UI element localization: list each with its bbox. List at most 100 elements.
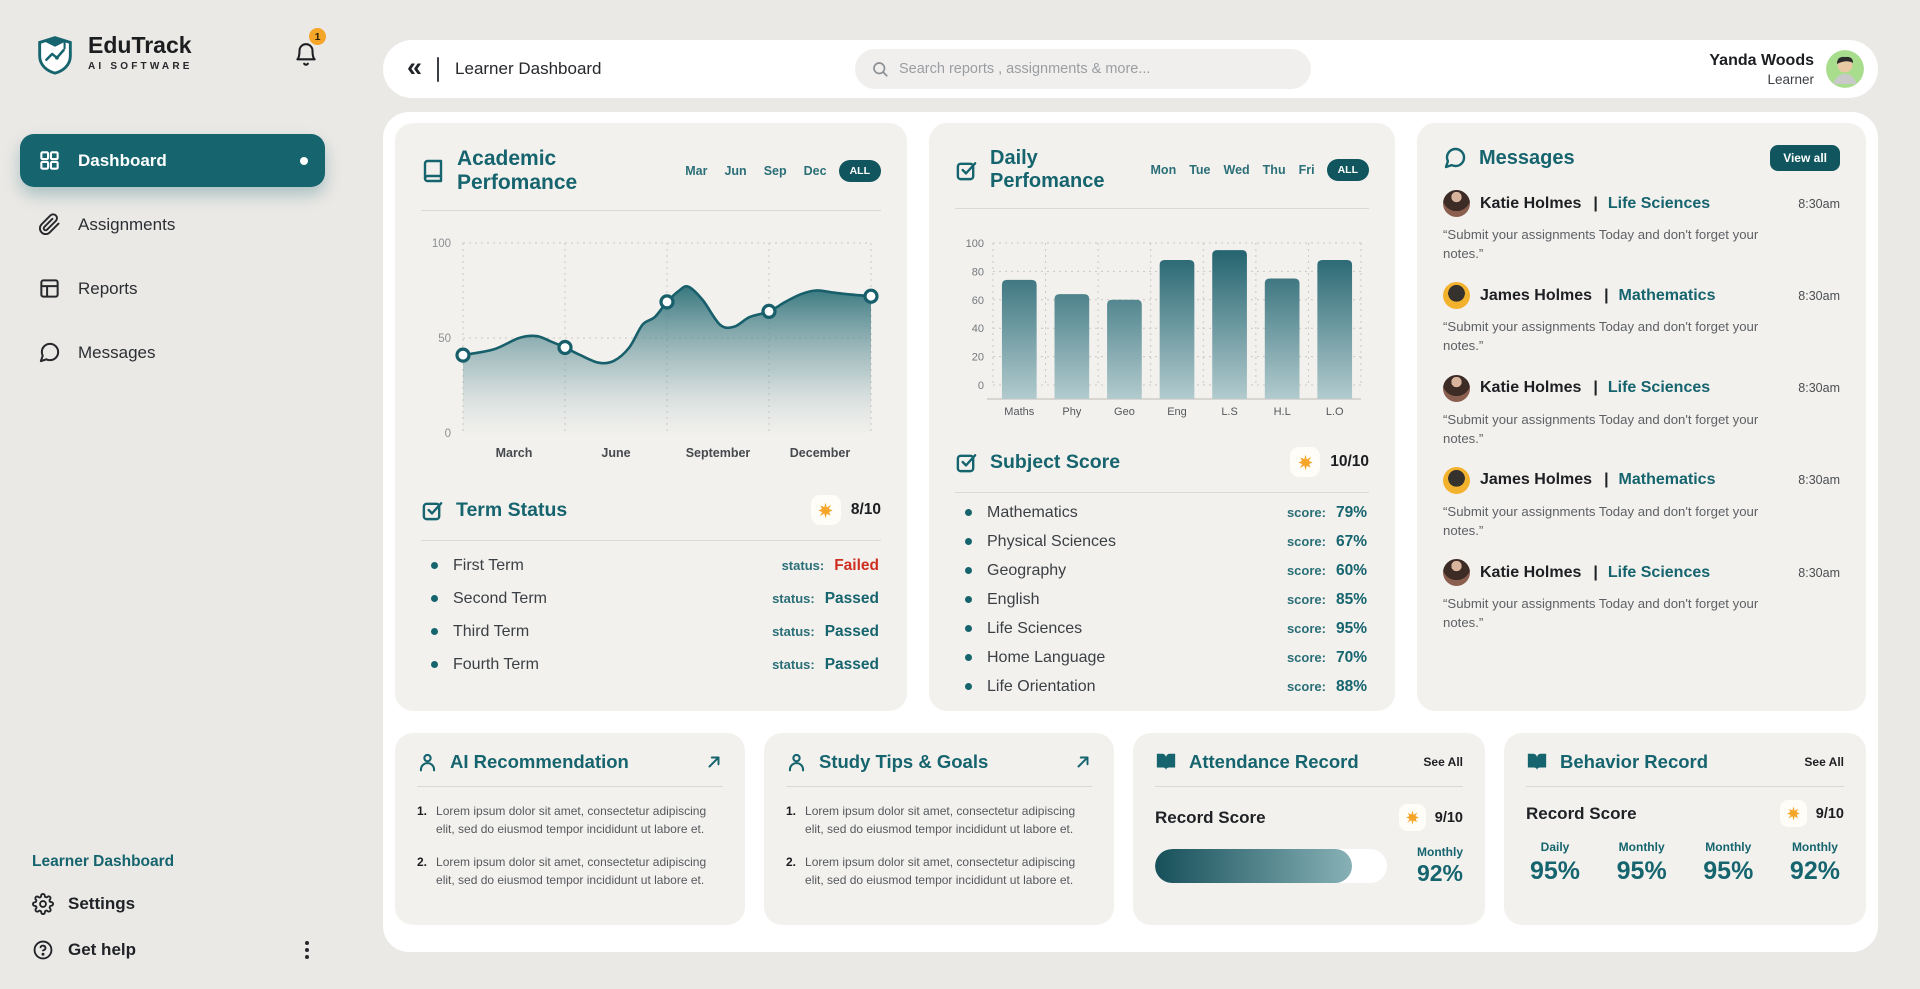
sidebar-item-label: Messages (78, 342, 156, 362)
list-item: 1. Lorem ipsum dolor sit amet, consectet… (417, 804, 707, 836)
user-avatar[interactable] (1826, 50, 1864, 88)
chat-bubble-icon (38, 341, 61, 364)
person-icon (417, 752, 438, 773)
daily-filters: Mon Tue Wed Thu Fri (1151, 163, 1315, 177)
filter-chip[interactable]: Sep (763, 164, 787, 178)
term-status-row: First Term status: Failed (421, 549, 881, 582)
sidebar-nav: Dashboard Assignments Reports (20, 134, 325, 379)
notification-badge: 1 (309, 28, 326, 45)
divider (786, 786, 1092, 787)
bullet-dot (431, 628, 438, 635)
filter-chip[interactable]: Mar (685, 164, 708, 178)
sidebar: EduTrack AI SOFTWARE 1 Dashboard (0, 0, 345, 989)
settings-button[interactable]: Settings (32, 893, 313, 915)
search-icon (871, 60, 889, 78)
message-item[interactable]: Katie Holmes | Life Sciences 8:30am “Sub… (1443, 190, 1840, 263)
messages-card: Messages View all Katie Holmes | Life Sc… (1417, 123, 1866, 711)
bullet-dot (965, 538, 972, 545)
attendance-stat-value: 92% (1416, 860, 1463, 886)
sidebar-item-reports[interactable]: Reports (20, 262, 325, 315)
message-item[interactable]: James Holmes | Mathematics 8:30am “Submi… (1443, 282, 1840, 355)
behavior-score: 9/10 (1815, 805, 1844, 822)
paperclip-icon (38, 213, 61, 236)
view-all-button[interactable]: View all (1770, 145, 1840, 171)
messages-title: Messages (1479, 146, 1575, 169)
attendance-progress-fill (1155, 849, 1353, 883)
filter-chip[interactable]: Jun (724, 164, 747, 178)
behavior-stat: Monthly 95% (1616, 840, 1667, 885)
see-all-button[interactable]: See All (1423, 755, 1463, 769)
study-tips-list: 1. Lorem ipsum dolor sit amet, consectet… (786, 802, 1092, 889)
kebab-menu-icon[interactable] (301, 937, 313, 963)
subject-score-row: Life Orientation score: 88% (955, 672, 1369, 701)
academic-title: Academic Perfomance (457, 147, 578, 194)
daily-bar-chart: 0 20 40 60 80 100 Maths Phy Geo Eng L.S H.L L.O (955, 217, 1369, 429)
sidebar-item-label: Assignments (78, 214, 176, 234)
list-item: 2. Lorem ipsum dolor sit amet, consectet… (417, 855, 707, 887)
message-item[interactable]: James Holmes | Mathematics 8:30am “Submi… (1443, 466, 1840, 540)
ai-recommendation-title: AI Recommendation (450, 751, 629, 772)
divider (1155, 786, 1463, 787)
shield-logo-icon (32, 30, 78, 76)
sidebar-item-assignments[interactable]: Assignments (20, 198, 325, 251)
subject-score-row: Physical Sciences score: 67% (955, 527, 1369, 556)
svg-text:0: 0 (978, 380, 984, 392)
checkbox-icon (955, 451, 978, 474)
svg-text:Phy: Phy (1062, 406, 1081, 418)
page-title: Learner Dashboard (455, 59, 602, 78)
open-book-icon (1526, 751, 1548, 773)
get-help-button[interactable]: Get help (32, 939, 136, 961)
message-item[interactable]: Katie Holmes | Life Sciences 8:30am “Sub… (1443, 374, 1840, 448)
svg-text:L.S: L.S (1221, 406, 1238, 418)
filter-chip[interactable]: Wed (1223, 163, 1250, 177)
notifications-button[interactable]: 1 (293, 28, 326, 68)
see-all-button[interactable]: See All (1804, 755, 1844, 769)
subject-score-value: 10/10 (1330, 453, 1369, 470)
brand-tagline: AI SOFTWARE (88, 61, 193, 72)
sender-avatar (1443, 559, 1470, 587)
behavior-stat: Daily 95% (1530, 840, 1581, 885)
study-tips-title: Study Tips & Goals (819, 751, 989, 772)
term-status-score: 8/10 (850, 501, 881, 518)
subject-score-row: Home Language score: 70% (955, 643, 1369, 672)
term-status-row: Fourth Term status: Passed (421, 648, 881, 681)
search-input[interactable] (899, 61, 1295, 77)
sidebar-item-messages[interactable]: Messages (20, 326, 325, 379)
ai-recommendation-card: AI Recommendation 1. Lorem ipsum dolor s… (395, 733, 745, 925)
filter-all-button[interactable]: ALL (838, 160, 881, 182)
bell-icon (293, 42, 319, 68)
star-icon (1779, 800, 1807, 827)
filter-chip[interactable]: Fri (1298, 163, 1315, 177)
open-book-icon (1155, 751, 1177, 773)
svg-text:Geo: Geo (1114, 406, 1135, 418)
divider (417, 786, 723, 787)
divider (1526, 786, 1844, 787)
daily-performance-card: Daily Perfomance Mon Tue Wed Thu Fri ALL 0 20… (929, 123, 1395, 711)
subject-score-row: Geography score: 60% (955, 556, 1369, 585)
filter-all-button[interactable]: ALL (1326, 159, 1369, 181)
sidebar-item-dashboard[interactable]: Dashboard (20, 134, 325, 187)
record-score-label: Record Score (1155, 807, 1266, 827)
bullet-dot (965, 625, 972, 632)
chat-bubble-icon (1443, 146, 1467, 170)
filter-chip[interactable]: Thu (1262, 163, 1286, 177)
sidebar-item-label: Reports (78, 278, 138, 298)
settings-label: Settings (68, 894, 136, 913)
open-arrow-icon[interactable] (705, 753, 723, 771)
list-item: 2. Lorem ipsum dolor sit amet, consectet… (786, 855, 1076, 887)
sender-avatar (1443, 466, 1470, 494)
open-arrow-icon[interactable] (1074, 753, 1092, 771)
filter-chip[interactable]: Dec (803, 164, 827, 178)
academic-line-chart: 0 50 100 March June September December (421, 219, 881, 477)
filter-chip[interactable]: Mon (1150, 163, 1177, 177)
star-icon (1398, 804, 1426, 831)
collapse-sidebar-icon[interactable]: « (407, 51, 422, 82)
user-name: Yanda Woods (1709, 51, 1814, 69)
search-bar (855, 49, 1311, 89)
behavior-stats: Daily 95% Monthly 95% Monthly 95% Monthl… (1526, 840, 1844, 886)
filter-chip[interactable]: Tue (1189, 163, 1211, 177)
bullet-dot (965, 683, 972, 690)
bullet-dot (431, 562, 438, 569)
list-item: 1. Lorem ipsum dolor sit amet, consectet… (786, 804, 1076, 836)
message-item[interactable]: Katie Holmes | Life Sciences 8:30am “Sub… (1443, 559, 1840, 632)
